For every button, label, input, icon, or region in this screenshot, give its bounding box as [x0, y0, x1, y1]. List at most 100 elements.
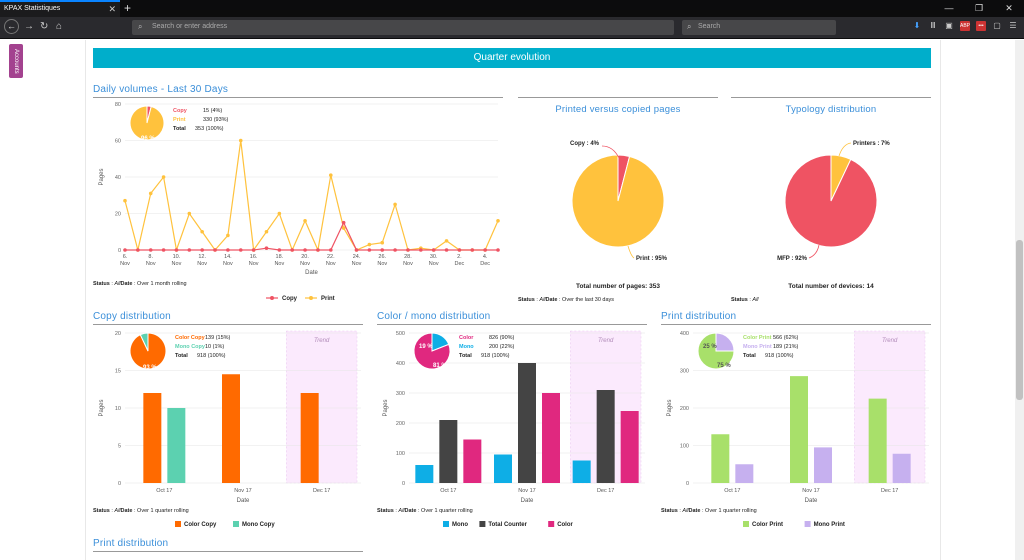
inset-slice-color-print [697, 332, 735, 370]
data-point-copy [380, 248, 385, 252]
inset-slice-color [413, 332, 451, 370]
data-point-copy [470, 248, 475, 252]
y-tick-label: 20 [115, 331, 121, 337]
browser-tab[interactable]: KPAX Statistiques ✕ [0, 0, 120, 17]
adblock-icon[interactable]: ABP [960, 21, 971, 31]
back-icon[interactable]: ← [4, 19, 19, 34]
total-devices: Total number of devices: 14 [788, 283, 874, 290]
x-tick-label: Dec [480, 261, 490, 267]
x-tick-label: Oct 17 [440, 488, 456, 494]
x-tick-label: 6. [123, 254, 128, 260]
inset-percent: 25 % [703, 344, 717, 350]
forward-icon[interactable]: → [24, 21, 34, 32]
y-tick-label: 20 [115, 212, 121, 218]
divider [661, 324, 931, 325]
accounts-tab[interactable]: Accounts [9, 44, 23, 78]
inset-value: 330 (93%) [203, 117, 229, 123]
x-tick-label: Nov [429, 261, 439, 267]
minimize-icon[interactable]: — [944, 3, 954, 13]
data-point-print [393, 202, 397, 207]
x-tick-label: Nov [300, 261, 310, 267]
legend-color-print-label: Color Print [752, 522, 783, 528]
menu-icon[interactable]: ☰ [1009, 21, 1017, 30]
y-tick-label: 80 [115, 102, 121, 108]
data-point-copy [393, 248, 397, 252]
printed-vs-copied-pie: Copy : 4% Print : 95% [570, 141, 668, 262]
data-point-print [238, 138, 243, 143]
data-point-copy [161, 248, 166, 252]
printers-label: Printers : 7% [853, 141, 890, 147]
right-panel [940, 40, 1015, 560]
data-point-print [303, 219, 307, 223]
printed-vs-copied-title: Printed versus copied pages [555, 104, 681, 115]
scrollbar[interactable] [1015, 40, 1024, 560]
typology-title: Typology distribution [785, 104, 877, 115]
y-tick-label: 200 [680, 406, 689, 412]
search-icon: ⌕ [138, 22, 143, 31]
divider [93, 551, 363, 552]
bar-color-copy [143, 393, 162, 483]
data-point-print [341, 226, 346, 230]
x-tick-label: Dec 17 [881, 488, 898, 494]
print-label: Print : 95% [636, 256, 668, 262]
x-tick-label: 12. [198, 254, 206, 260]
x-tick-label: Nov [223, 261, 233, 267]
maximize-icon[interactable]: ❐ [974, 3, 984, 13]
inset-slice-mono-print [715, 332, 735, 352]
print-status: Status : AllDate : Over 1 quarter rollin… [661, 508, 757, 514]
trend-area [854, 330, 926, 484]
data-point-copy [136, 248, 140, 252]
inset-label: Copy [173, 108, 188, 114]
inset-label: Total [173, 126, 186, 132]
copy-distribution-title: Copy distribution [93, 311, 171, 322]
colormono-status: Status : AllDate : Over 1 quarter rollin… [377, 508, 473, 514]
screenshot-icon[interactable]: ▢ [993, 21, 1001, 30]
reload-icon[interactable]: ↻ [40, 21, 49, 32]
search-icon: ⌕ [687, 22, 692, 31]
library-icon[interactable]: Ⅲ [930, 21, 936, 30]
data-point-copy [367, 248, 372, 252]
y-tick-label: 400 [680, 331, 689, 337]
data-point-copy [354, 248, 359, 252]
y-tick-label: 100 [396, 451, 405, 457]
x-tick-label: Nov [146, 261, 156, 267]
data-point-copy [496, 248, 500, 252]
tab-bar: KPAX Statistiques ✕ + — ❐ ✕ [0, 0, 1024, 17]
bar-color-copy [222, 374, 240, 483]
close-window-icon[interactable]: ✕ [1005, 3, 1013, 13]
x-tick-label: Nov [197, 261, 207, 267]
x-tick-label: Dec 17 [313, 488, 330, 494]
pvc-slice-print [571, 154, 665, 248]
y-tick-label: 0 [402, 481, 405, 487]
inset-percent: 96 % [141, 136, 155, 142]
x-tick-label: 8. [148, 254, 153, 260]
y-tick-label: 0 [118, 248, 121, 254]
address-bar[interactable]: ⌕ Search or enter address [132, 20, 674, 35]
search-input[interactable]: ⌕ Search [682, 20, 836, 35]
mfp-label: MFP : 92% [777, 256, 808, 262]
extension-icon[interactable]: ••• [976, 21, 986, 31]
bar-color [620, 411, 639, 483]
new-tab-icon[interactable]: + [124, 1, 132, 15]
data-point-print [380, 240, 385, 245]
home-icon[interactable]: ⌂ [56, 21, 63, 32]
close-tab-icon[interactable]: ✕ [108, 4, 116, 14]
daily-inset-slice-print [129, 105, 165, 141]
typology-pie: Printers : 7% MFP : 92% [777, 141, 890, 262]
data-point-copy [200, 248, 204, 252]
legend-total-counter-swatch [479, 521, 486, 527]
sidebar-icon[interactable]: ▣ [945, 21, 953, 30]
inset-value: 566 (62%) [773, 335, 799, 341]
y-tick-label: 60 [115, 139, 121, 145]
x-tick-label: Nov [377, 261, 387, 267]
download-icon[interactable]: ⬇ [913, 21, 921, 30]
x-tick-label: Nov [403, 261, 413, 267]
daily-volumes-title: Daily volumes - Last 30 Days [93, 84, 229, 95]
scrollbar-thumb[interactable] [1016, 240, 1023, 400]
inset-label: Total [459, 353, 472, 359]
divider [731, 97, 931, 98]
inset-value: 826 (90%) [489, 335, 515, 341]
daily-volumes-chart: 020406080Pages6.Nov8.Nov10.Nov12.Nov14.N… [99, 102, 500, 302]
pvc-status: Status : AllDate : Over the last 30 days [518, 297, 615, 303]
inset-label: Total [743, 353, 756, 359]
